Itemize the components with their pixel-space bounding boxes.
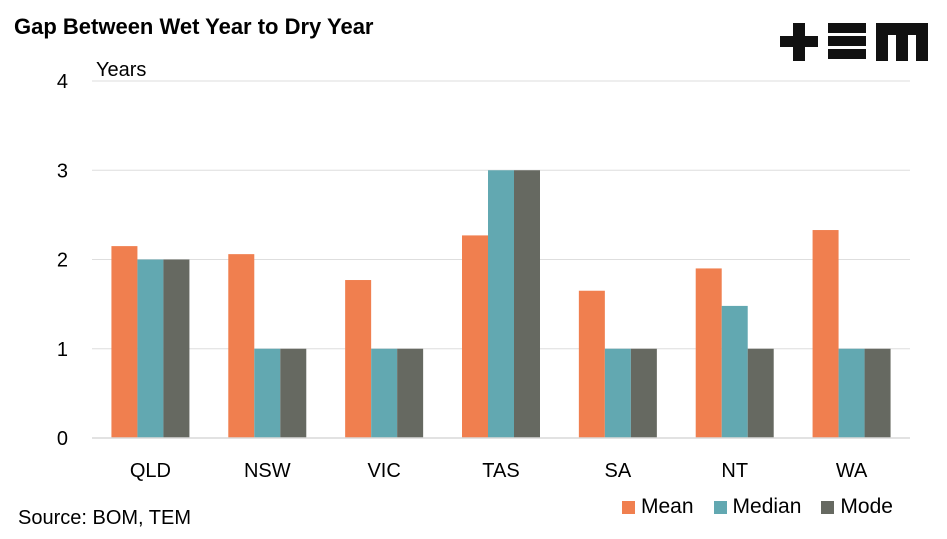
bar-median-nt <box>721 305 748 438</box>
bar-mean-tas <box>462 235 488 438</box>
y-tick-label: 2 <box>57 250 68 272</box>
bars <box>111 170 891 438</box>
bar-mode-tas <box>514 170 540 438</box>
x-tick-label: NT <box>721 460 748 482</box>
chart-title: Gap Between Wet Year to Dry Year <box>14 14 374 39</box>
bar-mode-sa <box>630 348 657 438</box>
x-tick-label: QLD <box>130 460 171 482</box>
bar-mean-sa <box>578 290 605 438</box>
x-tick-label: TAS <box>482 460 519 482</box>
source-note: Source: BOM, TEM <box>18 507 192 529</box>
bar-mean-qld <box>111 246 138 438</box>
legend-item-mode: Mode <box>821 495 893 519</box>
bar-mode-nt <box>747 348 774 438</box>
x-axis-ticks: QLD NSW VIC TAS SA NT WA <box>130 460 868 482</box>
y-tick-label: 3 <box>57 160 68 182</box>
bar-mean-nt <box>695 268 722 438</box>
bar-median-vic <box>371 348 398 438</box>
x-tick-label: VIC <box>367 460 400 482</box>
bar-mode-nsw <box>280 348 307 438</box>
tem-logo <box>780 23 928 61</box>
bar-median-qld <box>137 259 164 438</box>
legend-swatch <box>713 500 727 514</box>
bar-mean-vic <box>345 280 372 438</box>
bar-mode-vic <box>397 348 424 438</box>
legend-label: Median <box>732 495 802 518</box>
x-tick-label: WA <box>836 460 868 482</box>
x-tick-label: SA <box>605 460 632 482</box>
bar-median-sa <box>604 348 631 438</box>
legend-label: Mode <box>840 495 893 518</box>
legend-label: Mean <box>641 495 694 518</box>
legend: Mean Median Mode <box>622 495 893 519</box>
legend-item-median: Median <box>713 495 802 519</box>
y-axis-ticks: 0 1 2 3 4 <box>57 71 68 450</box>
y-tick-label: 0 <box>57 428 68 450</box>
bar-median-tas <box>488 170 514 438</box>
bar-mean-nsw <box>228 254 255 438</box>
y-tick-label: 1 <box>57 339 68 361</box>
bar-median-wa <box>838 348 865 438</box>
legend-swatch <box>622 500 635 514</box>
y-axis-label: Years <box>96 59 146 81</box>
bar-mean-wa <box>812 230 839 438</box>
bar-mode-wa <box>864 348 891 438</box>
legend-swatch <box>821 500 835 514</box>
bar-median-nsw <box>254 348 281 438</box>
legend-item-mean: Mean <box>622 495 694 519</box>
bar-mode-qld <box>163 259 190 438</box>
x-tick-label: NSW <box>244 460 291 482</box>
y-tick-label: 4 <box>57 71 68 93</box>
